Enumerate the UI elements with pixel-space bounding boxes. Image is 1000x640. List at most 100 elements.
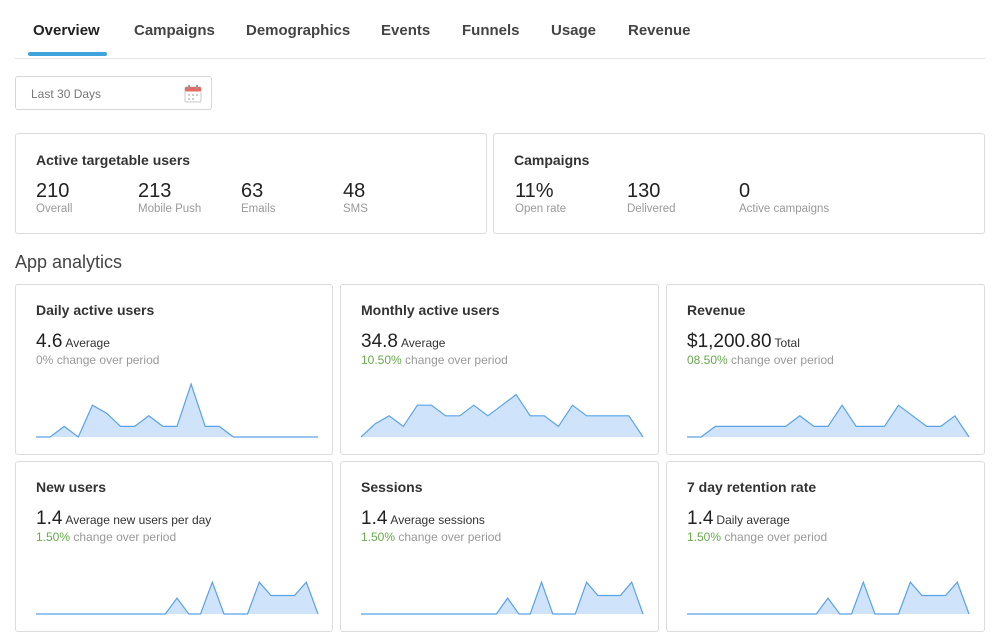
chart-area	[361, 582, 643, 614]
stat-label: Delivered	[627, 203, 676, 215]
change-text: change over period	[724, 530, 828, 544]
metric-change: 0% change over period	[36, 353, 159, 367]
tab-demographics[interactable]: Demographics	[246, 22, 351, 39]
card-title: Revenue	[687, 302, 746, 318]
stat-value: 0	[739, 180, 751, 202]
stat-label: Active campaigns	[739, 203, 830, 215]
campaigns-card: Campaigns 11% Open rate 130 Delivered 0 …	[493, 133, 985, 234]
tab-bar: Overview Campaigns Demographics Events F…	[15, 0, 985, 59]
metric-value: 4.6 Average	[36, 331, 110, 353]
change-text: change over period	[405, 353, 508, 367]
stat-label: Emails	[241, 203, 276, 215]
stat-delivered: 130 Delivered	[627, 180, 676, 216]
tab-events[interactable]: Events	[381, 22, 431, 39]
metric-value: 1.4 Average sessions	[361, 508, 485, 530]
stat-sms: 48 SMS	[343, 180, 368, 216]
tab-revenue[interactable]: Revenue	[628, 22, 691, 39]
stat-label: Mobile Push	[138, 203, 202, 215]
sessions-chart	[361, 580, 644, 615]
date-range-value: Last 30 Days	[31, 87, 102, 101]
metric-value: 1.4 Daily average	[687, 508, 790, 530]
new-users-chart	[36, 580, 319, 615]
metric-number: 34.8	[361, 331, 398, 352]
metric-unit: Average sessions	[390, 513, 485, 527]
card-title: 7 day retention rate	[687, 479, 817, 495]
tab-campaigns[interactable]: Campaigns	[134, 22, 215, 39]
chart-line	[687, 580, 970, 615]
revenue-card[interactable]: Revenue $1,200.80 Total 08.50% change ove…	[666, 284, 985, 455]
stat-value: 63	[241, 180, 264, 202]
chart-line	[360, 393, 644, 438]
tab-overview[interactable]: Overview	[33, 22, 100, 39]
metric-change: 1.50% change over period	[361, 530, 501, 544]
chart-area	[687, 405, 969, 437]
chart-line	[36, 580, 319, 615]
metric-unit: Daily average	[716, 513, 790, 527]
stat-overall: 210 Overall	[36, 180, 72, 216]
tab-funnels[interactable]: Funnels	[462, 22, 520, 39]
section-title: App analytics	[15, 252, 123, 272]
stat-active-campaigns: 0 Active campaigns	[739, 180, 829, 216]
revenue-chart	[687, 404, 970, 438]
retention-rate-card[interactable]: 7 day retention rate 1.4 Daily average 1.…	[666, 461, 985, 632]
metric-change: 08.50% change over period	[687, 353, 834, 367]
daily-active-users-chart	[36, 382, 318, 438]
change-percent: 08.50%	[687, 353, 728, 367]
change-percent: 1.50%	[361, 530, 396, 544]
date-range-picker[interactable]: Last 30 Days	[15, 76, 212, 110]
metric-change: 1.50% change over period	[36, 530, 176, 544]
chart-line	[687, 404, 970, 438]
metric-number: 1.4	[687, 508, 714, 529]
metric-unit: Total	[774, 336, 800, 350]
calendar-icon[interactable]	[184, 84, 202, 103]
change-percent: 10.50%	[361, 353, 402, 367]
sessions-card[interactable]: Sessions 1.4 Average sessions 1.50% chang…	[340, 461, 659, 632]
stat-value: 210	[36, 180, 70, 202]
metric-change: 1.50% change over period	[687, 530, 827, 544]
chart-line	[361, 580, 644, 615]
monthly-active-users-chart	[360, 393, 644, 438]
metric-unit: Average new users per day	[65, 513, 212, 527]
retention-rate-chart	[687, 580, 970, 615]
active-users-card: Active targetable users 210 Overall 213 …	[15, 133, 487, 234]
card-title: Monthly active users	[361, 302, 500, 318]
stat-value: 48	[343, 180, 366, 202]
chart-line	[36, 382, 318, 438]
card-title: New users	[36, 479, 107, 495]
metric-unit: Average	[65, 336, 110, 350]
change-percent: 0%	[36, 353, 54, 367]
chart-area	[36, 384, 318, 437]
stat-label: Open rate	[515, 203, 567, 215]
change-text: change over period	[73, 530, 177, 544]
tab-usage[interactable]: Usage	[551, 22, 597, 39]
change-text: change over period	[398, 530, 502, 544]
stat-label: SMS	[343, 203, 368, 215]
stat-mobile-push: 213 Mobile Push	[138, 180, 201, 216]
stat-label: Overall	[36, 203, 73, 215]
daily-active-users-card[interactable]: Daily active users 4.6 Average 0% change …	[15, 284, 333, 455]
metric-value: 34.8 Average	[361, 331, 445, 353]
active-tab-indicator	[28, 52, 107, 56]
card-title: Sessions	[361, 479, 423, 495]
metric-value: $1,200.80 Total	[687, 331, 800, 353]
metric-number: 1.4	[361, 508, 388, 529]
metric-number: 1.4	[36, 508, 63, 529]
metric-number: 4.6	[36, 331, 63, 352]
new-users-card[interactable]: New users 1.4 Average new users per day 1…	[15, 461, 333, 632]
monthly-active-users-card[interactable]: Monthly active users 34.8 Average 10.50% …	[340, 284, 659, 455]
stat-value: 213	[138, 180, 172, 202]
change-text: change over period	[731, 353, 834, 367]
card-title: Daily active users	[36, 302, 155, 318]
stat-emails: 63 Emails	[241, 180, 276, 216]
stat-open-rate: 11% Open rate	[515, 180, 566, 216]
change-percent: 1.50%	[687, 530, 722, 544]
stat-value: 130	[627, 180, 661, 202]
change-text: change over period	[56, 353, 160, 367]
card-title: Campaigns	[514, 152, 590, 168]
metric-number: $1,200.80	[687, 331, 772, 352]
metric-unit: Average	[400, 336, 446, 350]
metric-value: 1.4 Average new users per day	[36, 508, 211, 530]
card-title: Active targetable users	[36, 152, 191, 168]
metric-change: 10.50% change over period	[361, 353, 508, 367]
change-percent: 1.50%	[36, 530, 71, 544]
